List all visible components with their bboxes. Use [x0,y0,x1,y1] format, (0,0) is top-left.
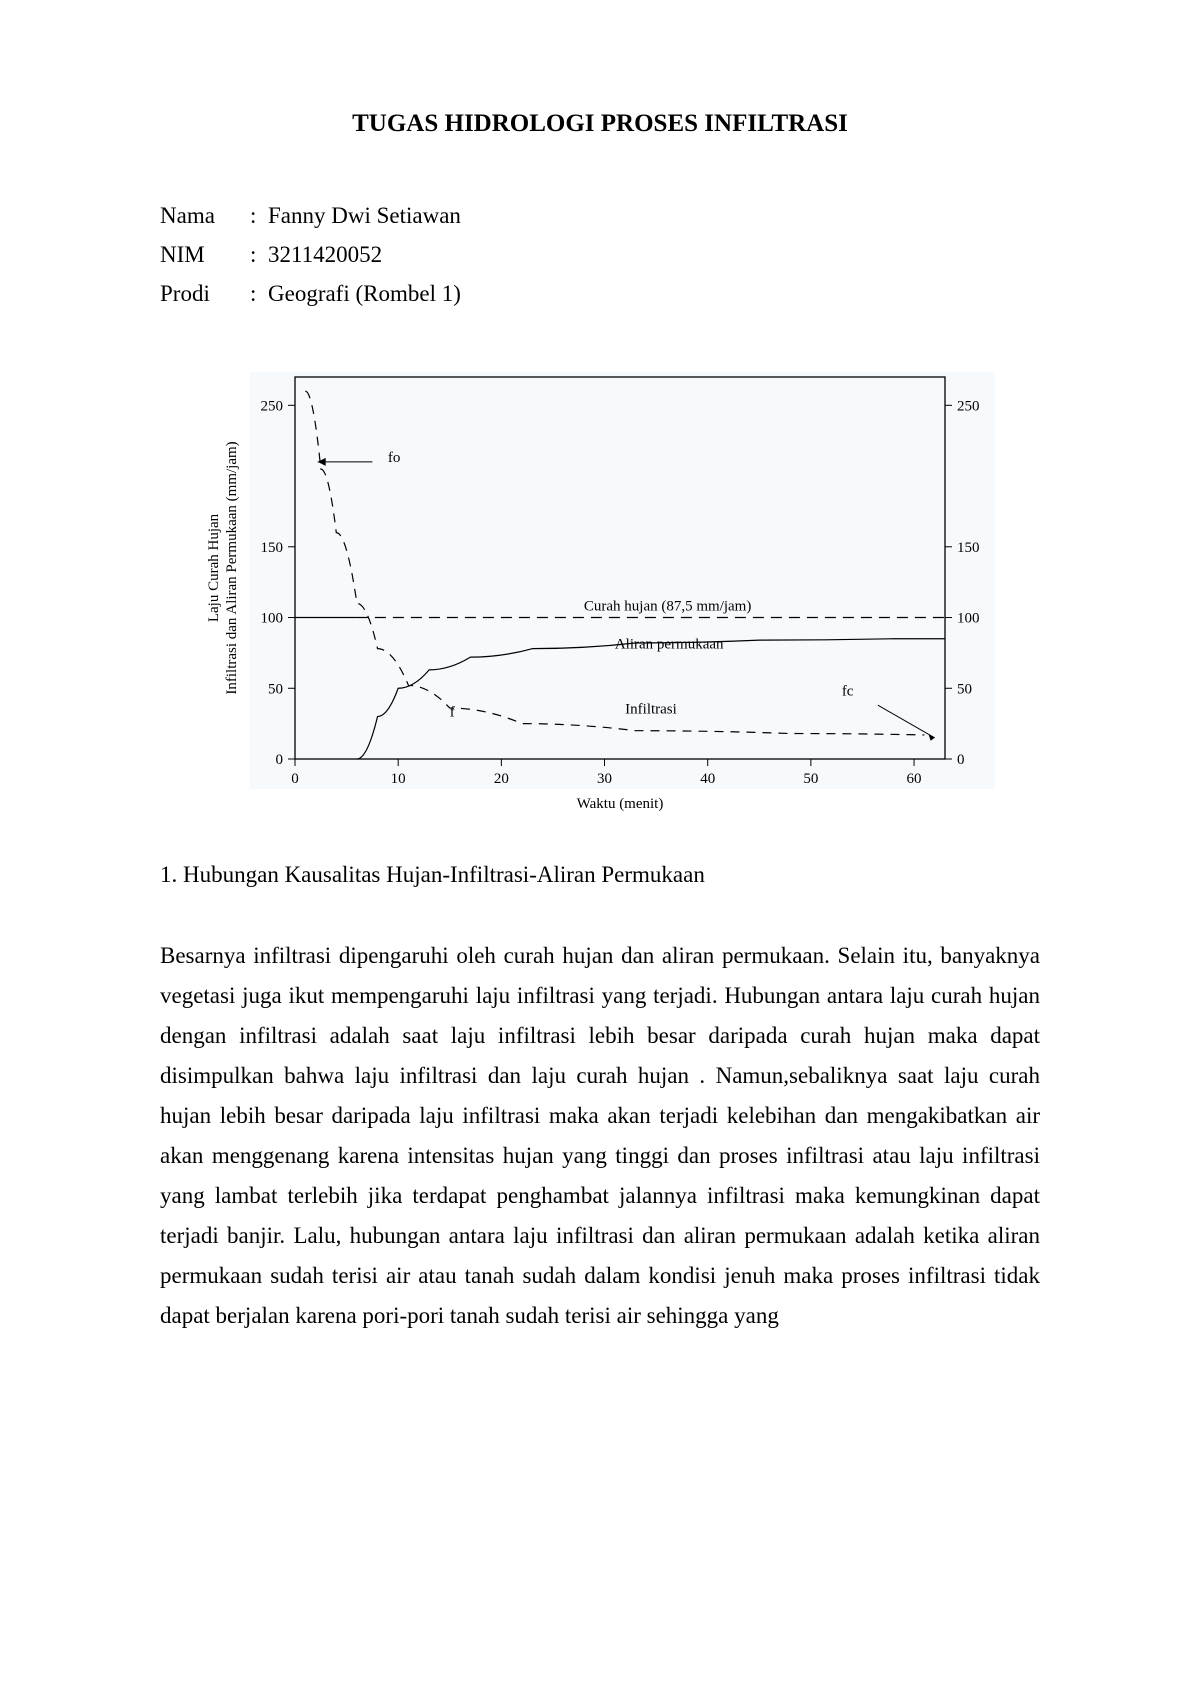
student-info: Nama : Fanny Dwi Setiawan NIM : 32114200… [160,196,1040,313]
svg-text:250: 250 [957,399,980,415]
info-row-nim: NIM : 3211420052 [160,235,1040,274]
svg-text:0: 0 [957,752,965,768]
svg-text:100: 100 [261,611,284,627]
svg-text:100: 100 [957,611,980,627]
svg-text:fc: fc [842,684,854,700]
svg-text:10: 10 [391,771,406,787]
document-title: TUGAS HIDROLOGI PROSES INFILTRASI [160,110,1040,138]
svg-text:30: 30 [597,771,612,787]
svg-text:Curah hujan (87,5 mm/jam): Curah hujan (87,5 mm/jam) [584,599,751,615]
section-heading: 1. Hubungan Kausalitas Hujan-Infiltrasi-… [160,862,1040,888]
svg-text:50: 50 [803,771,818,787]
svg-text:Aliran permukaan: Aliran permukaan [615,637,724,653]
info-row-prodi: Prodi : Geografi (Rombel 1) [160,274,1040,313]
info-row-nama: Nama : Fanny Dwi Setiawan [160,196,1040,235]
nama-value: Fanny Dwi Setiawan [268,196,461,235]
svg-text:250: 250 [261,399,284,415]
separator: : [250,235,268,274]
prodi-value: Geografi (Rombel 1) [268,274,461,313]
svg-text:50: 50 [957,682,972,698]
svg-text:0: 0 [276,752,284,768]
chart-svg: 0 10 20 30 40 50 60 Waktu (menit) 0 50 100 150 250 0 5… [200,359,1000,814]
prodi-label: Prodi [160,274,250,313]
separator: : [250,274,268,313]
infiltration-chart: 0 10 20 30 40 50 60 Waktu (menit) 0 50 100 150 250 0 5… [200,359,1000,814]
svg-text:150: 150 [957,540,980,556]
nama-label: Nama [160,196,250,235]
svg-text:Infiltrasi dan Aliran Permukaa: Infiltrasi dan Aliran Permukaan (mm/jam) [224,442,240,695]
svg-text:fo: fo [388,450,401,466]
svg-text:20: 20 [494,771,509,787]
nim-value: 3211420052 [268,235,382,274]
nim-label: NIM [160,235,250,274]
svg-text:40: 40 [700,771,715,787]
svg-text:Infiltrasi: Infiltrasi [625,702,677,718]
section-body: Besarnya infiltrasi dipengaruhi oleh cur… [160,936,1040,1336]
svg-text:150: 150 [261,540,284,556]
svg-text:60: 60 [907,771,922,787]
svg-text:Waktu (menit): Waktu (menit) [577,796,664,812]
separator: : [250,196,268,235]
svg-text:f: f [450,705,455,721]
svg-text:50: 50 [268,682,283,698]
svg-text:Laju Curah Hujan: Laju Curah Hujan [206,514,222,623]
svg-text:0: 0 [291,771,299,787]
